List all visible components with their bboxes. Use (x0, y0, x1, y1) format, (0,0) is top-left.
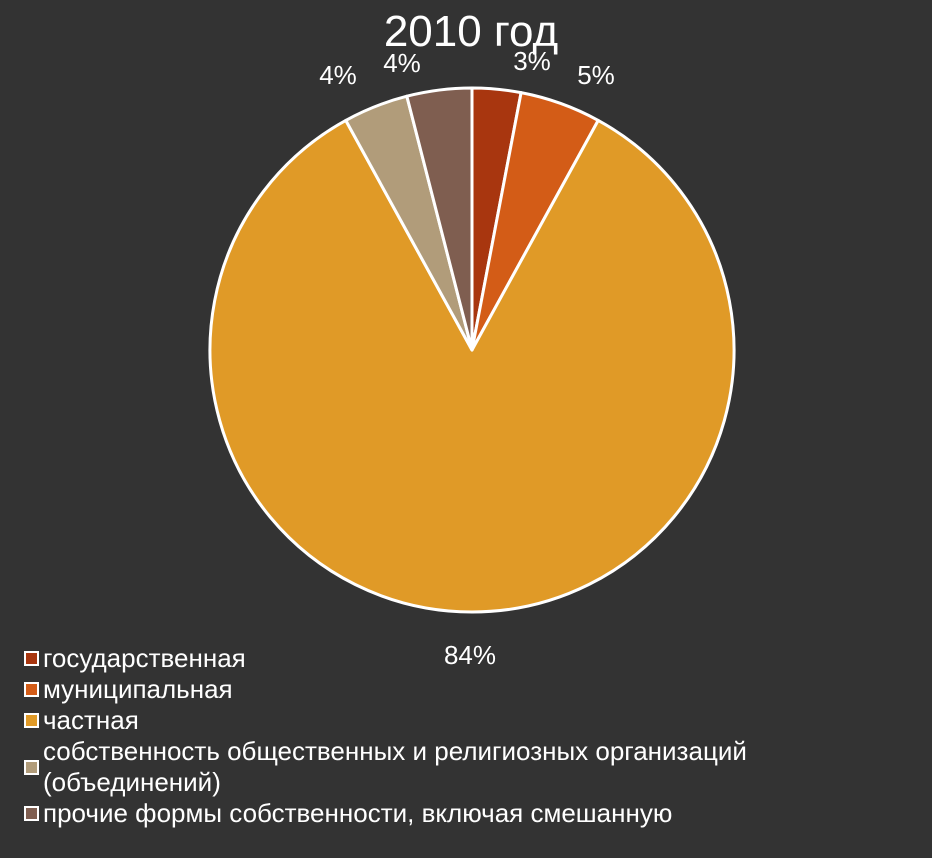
data-label-3-outside: 84% (443, 640, 497, 670)
pie-chart: 3%5%84%4%4% (208, 46, 736, 614)
legend-item-5: прочие формы собственности, включая смеш… (24, 798, 924, 829)
data-label-4: 4% (319, 60, 357, 90)
legend-swatch-3 (24, 713, 39, 728)
legend-item-1: государственная (24, 643, 924, 674)
legend-item-3: частная (24, 705, 924, 736)
data-label-5: 4% (383, 48, 421, 78)
legend-label-2: муниципальная (43, 674, 233, 704)
legend-item-4: собственность общественных и религиозных… (24, 736, 924, 798)
data-label-1: 3% (513, 46, 551, 76)
legend-label-1: государственная (43, 643, 246, 673)
pie-slice-5 (405, 86, 474, 352)
legend-label-4: собственность общественных и религиозных… (43, 736, 747, 797)
legend-swatch-1 (24, 651, 39, 666)
legend-swatch-2 (24, 682, 39, 697)
chart-title: 2010 год (383, 7, 559, 56)
legend-label-5: прочие формы собственности, включая смеш… (43, 798, 673, 828)
data-label-2: 5% (577, 60, 615, 90)
legend-item-2: муниципальная (24, 674, 924, 705)
chart-legend: государственная муниципальная частная собст… (24, 643, 924, 829)
pie-slice-3 (208, 118, 736, 614)
legend-swatch-4 (24, 759, 39, 775)
legend-label-3: частная (43, 705, 139, 735)
legend-swatch-5 (24, 806, 39, 821)
